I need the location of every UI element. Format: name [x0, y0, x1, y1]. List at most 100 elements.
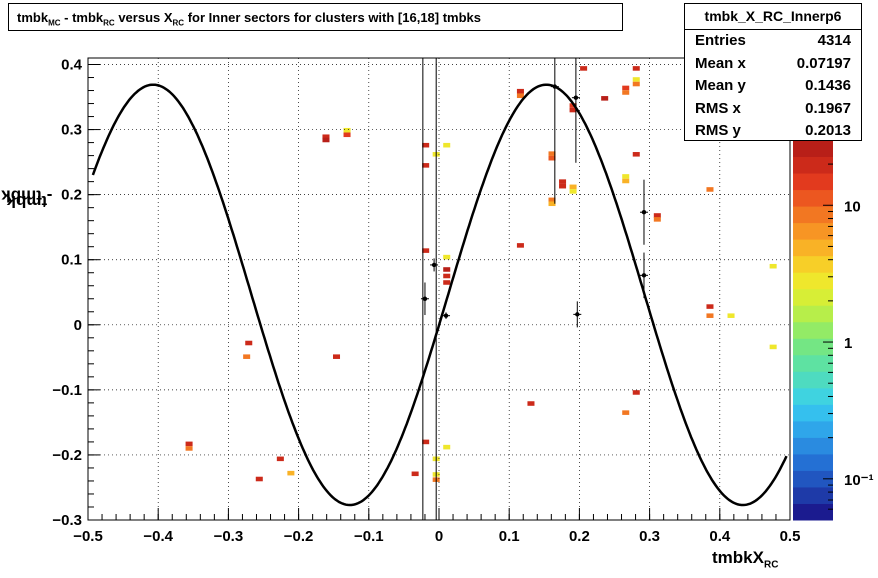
x-tick-label: −0.1	[354, 528, 384, 545]
heatmap-cell	[559, 179, 567, 184]
y-tick-label: 0.1	[61, 252, 82, 269]
heatmap-cell	[706, 304, 714, 309]
y-tick-label: 0.4	[61, 57, 83, 74]
profile-point	[552, 84, 558, 89]
fit-curve	[91, 83, 788, 507]
y-tick-label: −0.3	[52, 512, 82, 529]
heatmap-cell	[516, 93, 524, 99]
y-tick-label: 0	[74, 317, 82, 334]
heatmap-cell	[632, 390, 640, 395]
stats-row-mean-y: Mean y 0.1436	[695, 77, 851, 94]
color-scale-band	[793, 239, 833, 257]
color-scale-band	[793, 321, 833, 339]
heatmap-cell	[622, 178, 630, 184]
color-scale-band	[793, 288, 833, 306]
x-tick-label: −0.4	[143, 528, 173, 545]
color-scale-band	[793, 470, 833, 488]
color-scale-band	[793, 173, 833, 191]
heatmap-cell	[422, 142, 430, 148]
color-scale-band	[793, 371, 833, 389]
color-scale-band	[793, 404, 833, 422]
heatmap-cell	[601, 96, 609, 101]
color-scale-band	[793, 272, 833, 290]
heatmap-cell	[632, 66, 640, 71]
heatmap-cell	[185, 446, 193, 451]
heatmap-cell	[343, 127, 351, 133]
heatmap-cell	[287, 470, 295, 476]
color-scale-band	[793, 503, 833, 521]
heatmap-cell	[322, 134, 330, 140]
heatmap-cell	[332, 354, 341, 359]
heatmap-cell	[622, 85, 630, 91]
color-scale-band	[793, 437, 833, 455]
heatmap-cell	[322, 137, 330, 143]
y-tick-label: 0.2	[61, 187, 82, 204]
x-tick-label: 0	[435, 528, 443, 545]
heatmap-cell	[706, 313, 714, 318]
heatmap-cell	[245, 340, 253, 346]
heatmap-cell	[548, 197, 556, 203]
color-scale-band	[793, 222, 833, 240]
heatmap-cell	[343, 132, 351, 138]
heatmap-cell	[622, 410, 630, 415]
heatmap-cell	[727, 313, 735, 318]
heatmap-cell	[632, 81, 640, 87]
heatmap-cell	[559, 183, 567, 189]
heatmap-cell	[443, 142, 451, 148]
heatmap-cell	[422, 439, 430, 445]
color-scale-band	[793, 189, 833, 207]
color-scale-band	[793, 255, 833, 273]
x-tick-label: 0.5	[780, 528, 801, 545]
heatmap-cell	[185, 441, 193, 447]
stats-row-entries: Entries 4314	[695, 32, 851, 49]
heatmap-cell	[569, 189, 577, 194]
profile-point	[422, 296, 428, 301]
heatmap-cell	[422, 163, 430, 168]
heatmap-cell	[443, 267, 451, 272]
x-tick-label: −0.5	[73, 528, 103, 545]
heatmap-cell	[516, 88, 524, 94]
heatmap-cells	[185, 66, 777, 482]
color-scale: 10 1 10⁻¹	[793, 139, 874, 521]
z-tick-label: 10⁻¹	[844, 472, 874, 489]
heatmap-cell	[548, 151, 556, 156]
stats-name: tmbk_X_RC_Innerp6	[685, 4, 861, 30]
heatmap-cell	[255, 476, 263, 482]
z-tick-label: 10	[844, 198, 861, 215]
grid-lines	[88, 58, 790, 520]
heatmap-cell	[622, 174, 630, 179]
color-scale-band	[793, 420, 833, 438]
heatmap-cell	[243, 354, 251, 359]
profile-point	[641, 273, 647, 278]
profile-point	[431, 262, 437, 268]
x-tick-label: −0.2	[284, 528, 314, 545]
heatmap-cell	[569, 107, 577, 113]
profile-point	[575, 312, 580, 317]
stats-row-rms-x: RMS x 0.1967	[695, 99, 851, 117]
heatmap-cell	[443, 254, 451, 260]
stats-row-rms-y: RMS y 0.2013	[695, 122, 851, 139]
profile-point	[641, 210, 647, 215]
x-tick-label: −0.3	[214, 528, 244, 545]
color-scale-band	[793, 486, 833, 504]
heatmap-cell	[706, 187, 714, 192]
color-scale-band	[793, 354, 833, 372]
color-scale-band	[793, 387, 833, 405]
heatmap-cell	[569, 184, 577, 190]
heatmap-cell	[622, 90, 630, 95]
heatmap-cell	[769, 263, 777, 269]
chart-title: tmbkMC - tmbkRC versus XRC for Inner sec…	[8, 3, 623, 31]
color-scale-band	[793, 338, 833, 356]
heatmap-cell	[580, 66, 588, 71]
z-tick-label: 1	[844, 335, 852, 352]
x-tick-label: 0.4	[709, 528, 731, 545]
heatmap-cell	[443, 280, 451, 285]
x-axis-label: tmbkXRC	[712, 548, 779, 571]
color-scale-band	[793, 140, 833, 158]
y-tick-label: 0.3	[61, 122, 82, 139]
stats-box: tmbk_X_RC_Innerp6 Entries 4314 Mean x 0.07…	[684, 3, 862, 141]
heatmap-cell	[769, 344, 777, 350]
x-tick-label: 0.3	[639, 528, 660, 545]
heatmap-cell	[632, 77, 640, 82]
heatmap-cell	[653, 217, 661, 222]
